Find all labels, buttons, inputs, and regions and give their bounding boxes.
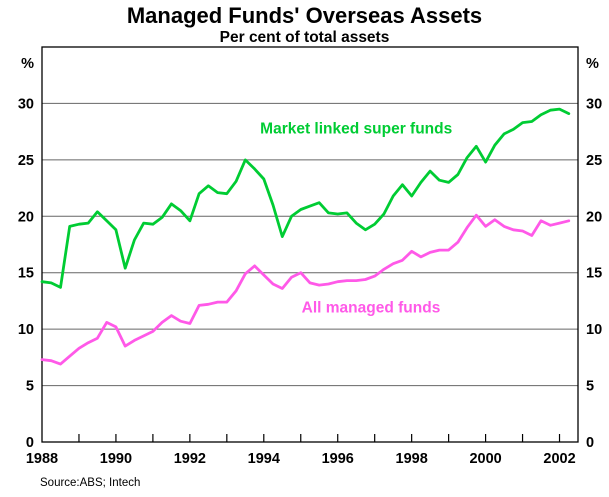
y-axis-label-left-30: 30	[18, 96, 34, 112]
x-axis-label-2002: 2002	[543, 451, 575, 467]
series-label-0: Market linked super funds	[260, 120, 452, 137]
x-axis-label-1996: 1996	[322, 451, 354, 467]
x-axis-label-1992: 1992	[174, 451, 206, 467]
y-axis-label-left-0: 0	[26, 435, 34, 451]
x-axis-label-2000: 2000	[469, 451, 501, 467]
y-axis-label-right-5: 5	[586, 379, 594, 395]
series-line-1	[40, 213, 571, 366]
y-axis-unit-left: %	[21, 56, 34, 72]
y-axis-label-left-20: 20	[18, 209, 34, 225]
y-axis-unit-right: %	[586, 56, 599, 72]
y-axis-label-left-15: 15	[18, 266, 34, 282]
chart-title: Managed Funds' Overseas Assets	[126, 3, 483, 28]
x-axis-label-1994: 1994	[248, 451, 280, 467]
series-label-1: All managed funds	[302, 300, 441, 317]
y-axis-label-right-25: 25	[586, 153, 602, 169]
y-axis-label-right-10: 10	[586, 322, 602, 338]
plot-frame	[41, 46, 579, 443]
y-axis-label-right-20: 20	[586, 209, 602, 225]
chart-subtitle: Per cent of total assets	[219, 29, 390, 46]
y-axis-label-left-5: 5	[26, 379, 34, 395]
series-line-0	[40, 107, 571, 289]
x-axis-label-1998: 1998	[396, 451, 428, 467]
x-axis-label-1988: 1988	[26, 451, 58, 467]
x-axis-label-1990: 1990	[100, 451, 132, 467]
source-note: Source:ABS; Intech	[40, 477, 141, 489]
y-axis-label-left-10: 10	[18, 322, 34, 338]
y-axis-label-right-30: 30	[586, 96, 602, 112]
y-axis-label-right-0: 0	[586, 435, 594, 451]
y-axis-label-right-15: 15	[586, 266, 602, 282]
y-axis-label-left-25: 25	[18, 153, 34, 169]
